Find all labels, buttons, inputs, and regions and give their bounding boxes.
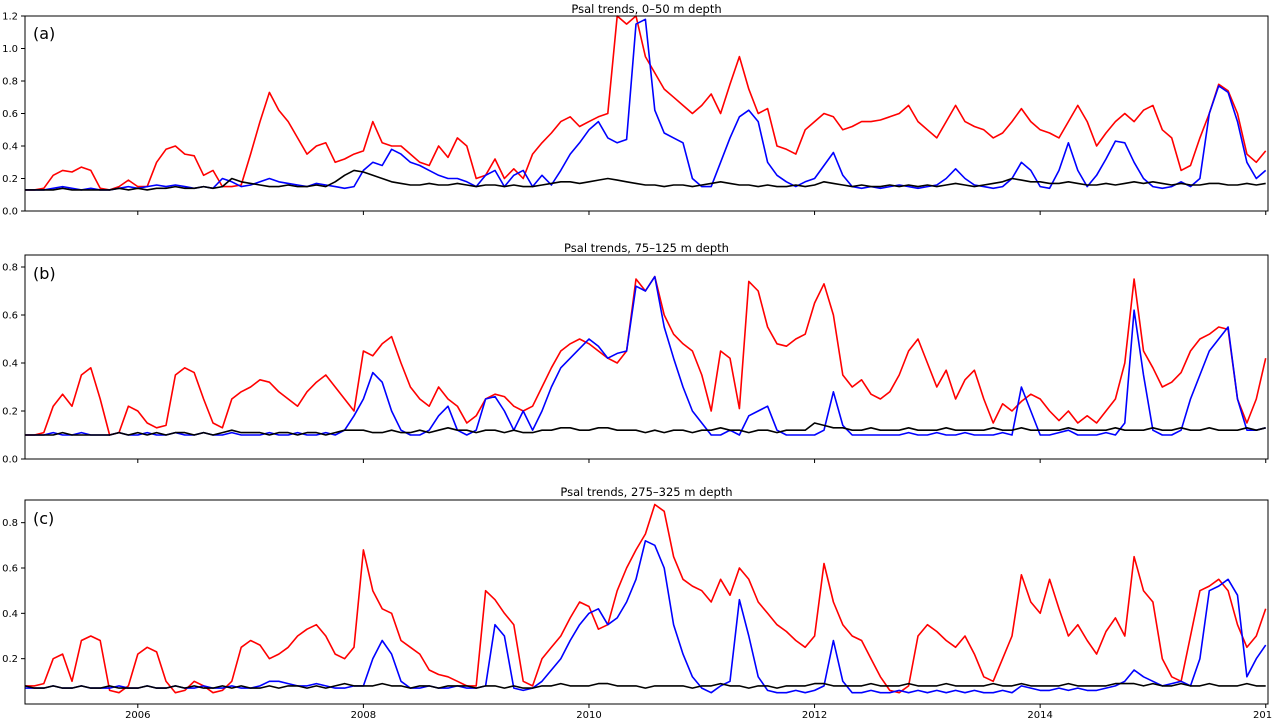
- x-tick-label: 2012: [802, 710, 827, 721]
- x-tick-label: 2016: [1253, 710, 1272, 721]
- y-tick-label: 0.0: [2, 455, 18, 466]
- chart-title-c: Psal trends, 275–325 m depth: [560, 485, 733, 499]
- series-blue-line: [25, 540, 1267, 694]
- y-tick-label: 0.6: [2, 311, 18, 322]
- line-chart-c: 0.2 0.4 0.6 0.8 2006 2008 2010 2012 2014 2016: [2, 499, 1272, 721]
- series-black-line: [24, 682, 1266, 689]
- panel-label-b: (b): [33, 264, 56, 283]
- series-black-line: [25, 169, 1266, 191]
- y-tick-label: 0.8: [2, 263, 18, 274]
- y-tick-label: 0.8: [2, 77, 18, 88]
- y-tick-label: 1.2: [2, 12, 18, 23]
- panel-c: Psal trends, 275–325 m depth (c) 0.2 0.4 0…: [0, 475, 1272, 725]
- y-tick-label: 0.6: [2, 564, 18, 575]
- chart-title-a: Psal trends, 0–50 m depth: [571, 2, 722, 16]
- panel-b: Psal trends, 75–125 m depth (b) 0.0 0.2 0.…: [0, 232, 1272, 475]
- plot-border: [24, 15, 1269, 212]
- y-tick-label: 0.0: [2, 207, 18, 218]
- y-tick-label: 0.4: [2, 609, 18, 620]
- panel-label-a: (a): [33, 24, 56, 43]
- plot-border: [24, 254, 1269, 460]
- series-black-line: [25, 422, 1266, 436]
- line-chart-a: 0.0 0.2 0.4 0.6 0.8 1.0 1.2: [2, 12, 1269, 218]
- series-blue-line: [25, 275, 1266, 436]
- y-tick-label: 0.8: [2, 518, 18, 529]
- series-red-line: [25, 275, 1267, 436]
- y-tick-label: 0.2: [2, 654, 18, 665]
- y-tick-label: 0.4: [2, 359, 18, 370]
- series-red-line: [25, 503, 1267, 694]
- x-tick-label: 2014: [1027, 710, 1052, 721]
- x-tick-label: 2006: [125, 710, 150, 721]
- series-red-line: [25, 15, 1267, 191]
- y-tick-label: 0.2: [2, 407, 18, 418]
- y-tick-label: 1.0: [2, 44, 18, 55]
- chart-title-b: Psal trends, 75–125 m depth: [564, 241, 729, 255]
- series-blue-line: [25, 18, 1267, 191]
- y-tick-label: 0.6: [2, 109, 18, 120]
- y-tick-label: 0.2: [2, 174, 18, 185]
- x-tick-label: 2008: [351, 710, 376, 721]
- y-tick-label: 0.4: [2, 142, 18, 153]
- x-tick-label: 2010: [576, 710, 601, 721]
- line-chart-b: 0.0 0.2 0.4 0.6 0.8: [2, 254, 1269, 466]
- plot-border: [24, 499, 1269, 705]
- panel-a: Psal trends, 0–50 m depth (a) 0.0 0.2 0.4 0…: [0, 0, 1272, 232]
- panel-label-c: (c): [33, 509, 55, 528]
